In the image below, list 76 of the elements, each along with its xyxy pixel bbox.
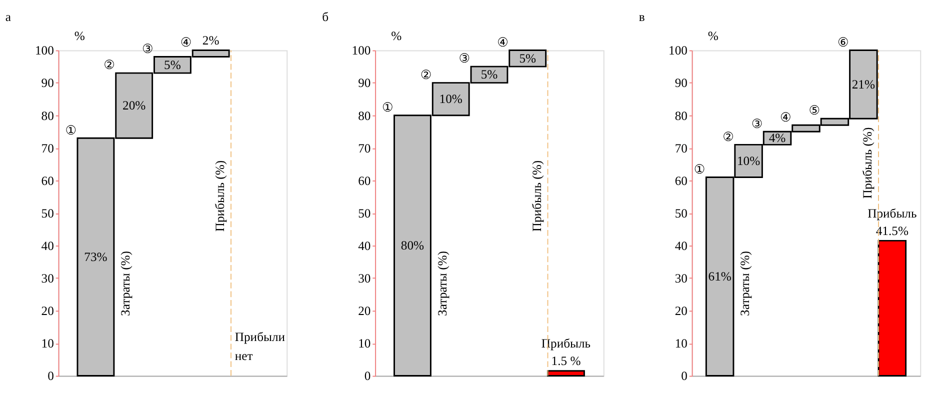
- y-tick-label: 40: [358, 238, 371, 253]
- y-tick-label: 40: [674, 238, 688, 253]
- data-label: Прибыль 1.5 %: [541, 336, 591, 368]
- text: ④: [180, 34, 192, 50]
- y-tick-label: 70: [674, 141, 688, 156]
- y-tick-label: 100: [668, 44, 688, 58]
- data-label: 2%: [202, 33, 220, 48]
- y-tick-label: 0: [364, 369, 371, 384]
- annotation: ③: [751, 116, 763, 131]
- chart-title: а: [5, 10, 12, 24]
- text: Прибыль (%): [213, 160, 228, 232]
- data-label: 5%: [519, 51, 536, 66]
- y-axis-title: %: [391, 29, 402, 44]
- y-tick-label: 90: [358, 76, 371, 90]
- y-tick-label: 70: [358, 141, 371, 156]
- annotation: Затраты (%): [118, 251, 132, 316]
- y-tick-label: 50: [358, 206, 371, 220]
- y-tick-label: 80: [674, 108, 688, 123]
- data-label: 5%: [164, 58, 182, 72]
- y-tick-label: 30: [41, 272, 54, 286]
- text: ④: [497, 34, 508, 50]
- annotation: Прибыли нет: [234, 330, 286, 364]
- annotation: ②: [722, 128, 734, 144]
- y-axis-title: %: [708, 29, 719, 44]
- y-tick-label: 30: [674, 272, 688, 286]
- annotation: ⑤: [808, 102, 820, 118]
- y-tick-label: 0: [681, 369, 688, 384]
- y-tick-label: 60: [674, 174, 688, 188]
- y-tick-label: 30: [358, 272, 371, 286]
- data-label: 21%: [852, 77, 876, 92]
- data-label: 20%: [122, 98, 146, 112]
- text: Прибыль (%): [530, 160, 544, 232]
- y-tick-label: 20: [674, 304, 688, 318]
- y-tick-label: 80: [358, 108, 371, 123]
- y-tick-label: 60: [41, 174, 54, 188]
- y-tick-label: 10: [674, 336, 688, 351]
- data-label: 4%: [768, 131, 786, 146]
- annotation: ①: [694, 161, 706, 176]
- y-tick-label: 10: [41, 336, 54, 351]
- chart-title: б: [322, 10, 329, 24]
- data-label: 80%: [400, 238, 425, 252]
- data-label: 61%: [708, 269, 732, 284]
- annotation: Затраты (%): [435, 251, 450, 316]
- y-tick-label: 90: [41, 76, 54, 90]
- text: ⑥: [838, 34, 849, 50]
- y-tick-label: 40: [41, 238, 54, 253]
- data-label: Прибыль 41.5%: [868, 206, 917, 238]
- annotation: ③: [458, 50, 470, 66]
- data-label: 10%: [439, 92, 463, 106]
- y-tick-label: 60: [358, 174, 371, 188]
- annotation: ②: [104, 57, 115, 72]
- annotation: ①: [382, 99, 394, 114]
- y-axis-title: %: [74, 29, 86, 44]
- annotation: ④: [780, 109, 792, 124]
- data-label: 10%: [736, 154, 761, 168]
- y-tick-label: 0: [48, 369, 54, 384]
- y-tick-label: 50: [41, 206, 54, 220]
- y-tick-label: 10: [358, 336, 371, 351]
- annotation: ②: [420, 66, 432, 82]
- y-tick-label: 100: [352, 44, 371, 58]
- chart-title: в: [638, 10, 645, 24]
- y-tick-label: 90: [674, 76, 688, 90]
- y-tick-label: 70: [41, 141, 54, 156]
- data-label: 5%: [480, 68, 498, 82]
- y-tick-label: 20: [358, 304, 371, 318]
- bar: [547, 370, 585, 377]
- bar: [878, 240, 907, 377]
- y-tick-label: 100: [34, 44, 54, 58]
- annotation: ③: [142, 40, 154, 56]
- annotation: ①: [65, 122, 77, 138]
- y-tick-label: 50: [674, 206, 688, 220]
- y-tick-label: 80: [41, 108, 54, 123]
- text: Прибыль (%): [860, 127, 875, 199]
- annotation: Затраты (%): [738, 251, 752, 316]
- data-label: 73%: [84, 250, 108, 264]
- y-tick-label: 20: [41, 304, 54, 318]
